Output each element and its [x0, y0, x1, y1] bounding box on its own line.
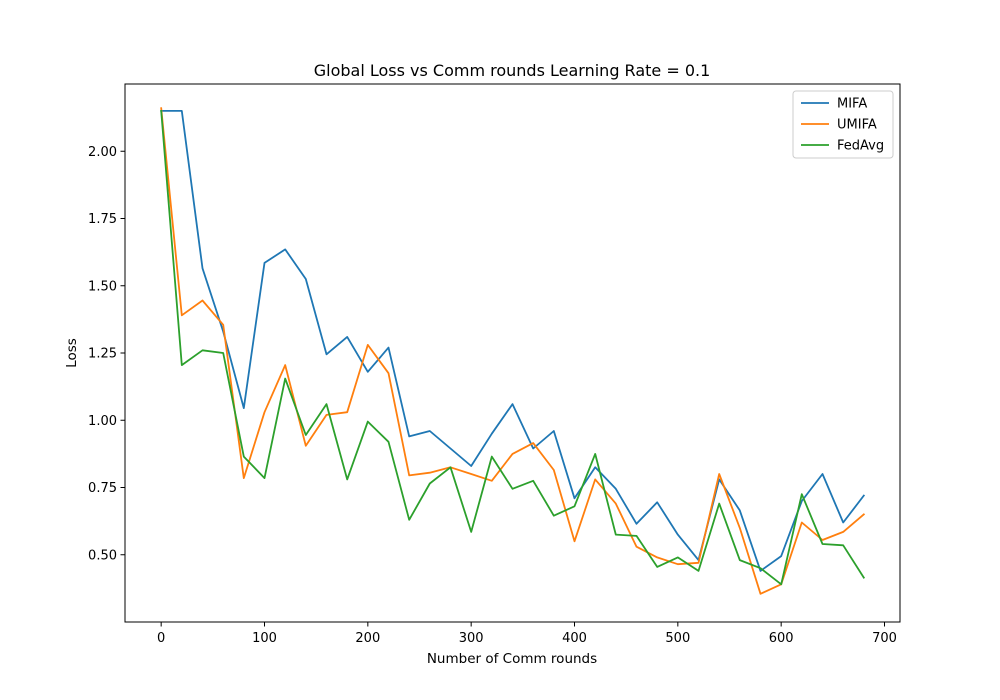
y-axis: 0.50 0.75 1.00 1.25 1.50 1.75 2.00 — [88, 145, 125, 563]
series-line-mifa — [160, 110, 866, 572]
legend-box — [792, 90, 894, 159]
legend-label-fedavg: FedAvg — [837, 139, 884, 154]
plot-frame — [124, 83, 901, 623]
series-line-fedavg — [160, 109, 866, 586]
y-tick-label: 1.00 — [88, 414, 117, 429]
x-tick-label: 0 — [157, 631, 165, 646]
y-tick-label: 0.75 — [88, 481, 117, 496]
x-tick-label: 100 — [252, 631, 277, 646]
legend-label-umifa: UMIFA — [837, 118, 877, 133]
x-axis: 0 100 200 300 400 500 600 700 — [157, 622, 897, 646]
x-tick-label: 300 — [459, 631, 484, 646]
legend: MIFA UMIFA FedAvg — [792, 90, 894, 159]
x-tick-label: 200 — [355, 631, 380, 646]
x-tick-label: 400 — [562, 631, 587, 646]
y-tick-label: 0.50 — [88, 548, 117, 563]
x-axis-label: Number of Comm rounds — [427, 651, 597, 667]
y-tick-label: 1.25 — [88, 347, 117, 362]
x-tick-label: 600 — [769, 631, 794, 646]
y-tick-label: 1.50 — [88, 279, 117, 294]
x-tick-label: 700 — [872, 631, 897, 646]
y-tick-label: 2.00 — [88, 145, 117, 160]
y-tick-label: 1.75 — [88, 212, 117, 227]
y-axis-label: Loss — [64, 338, 80, 368]
series-line-umifa — [160, 107, 866, 595]
series-layer — [160, 107, 866, 595]
chart-title: Global Loss vs Comm rounds Learning Rate… — [314, 61, 711, 80]
legend-label-mifa: MIFA — [837, 97, 867, 112]
x-tick-label: 500 — [665, 631, 690, 646]
